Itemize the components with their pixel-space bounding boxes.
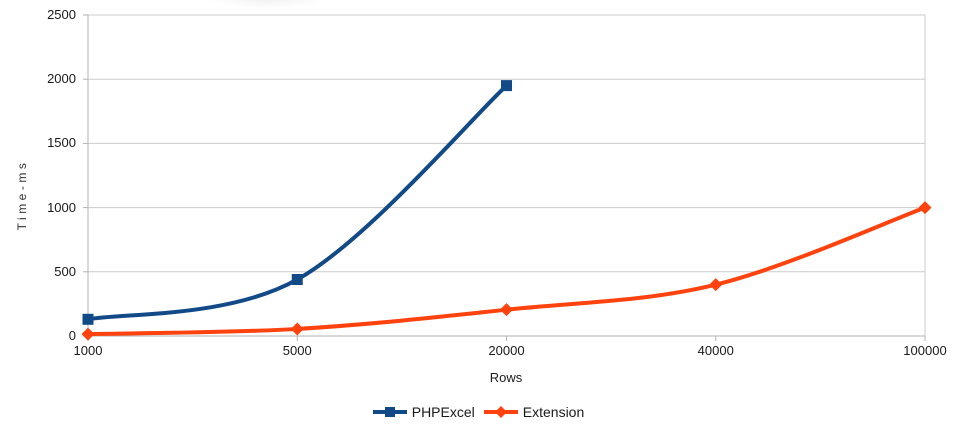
x-tick-label-40000: 40000 bbox=[697, 343, 734, 358]
data-point-diamond bbox=[918, 201, 932, 215]
data-point-diamond bbox=[81, 327, 95, 341]
data-point-diamond bbox=[290, 322, 304, 336]
y-tick-label-0: 0 bbox=[68, 328, 76, 343]
y-tick-label-500: 500 bbox=[54, 263, 76, 279]
diamond-marker-icon bbox=[483, 406, 518, 418]
y-tick-label-1000: 1000 bbox=[47, 199, 76, 215]
y-axis-title: Time-ms bbox=[15, 159, 29, 231]
data-point-square bbox=[82, 313, 94, 325]
data-point-square bbox=[291, 274, 303, 286]
x-axis-title: Rows bbox=[489, 370, 523, 385]
data-point-diamond bbox=[709, 278, 723, 292]
x-tick-label-20000: 20000 bbox=[488, 343, 525, 358]
legend-item-extension: Extension bbox=[483, 404, 585, 420]
data-point-diamond bbox=[500, 303, 513, 317]
y-tick-label-2500: 2500 bbox=[47, 7, 76, 22]
x-tick-label-100000: 100000 bbox=[903, 343, 947, 358]
legend-item-phpexcel: PHPExcel bbox=[372, 404, 475, 420]
legend: PHPExcel Extension bbox=[0, 403, 957, 421]
legend-label-extension: Extension bbox=[522, 404, 585, 420]
y-tick-label-1500: 1500 bbox=[47, 135, 76, 151]
square-marker-icon bbox=[372, 407, 407, 417]
legend-label-phpexcel: PHPExcel bbox=[411, 404, 475, 420]
y-tick-label-2000: 2000 bbox=[47, 71, 76, 87]
x-tick-label-5000: 5000 bbox=[282, 343, 312, 358]
data-point-square bbox=[501, 80, 512, 92]
x-tick-label-1000: 1000 bbox=[73, 343, 103, 358]
